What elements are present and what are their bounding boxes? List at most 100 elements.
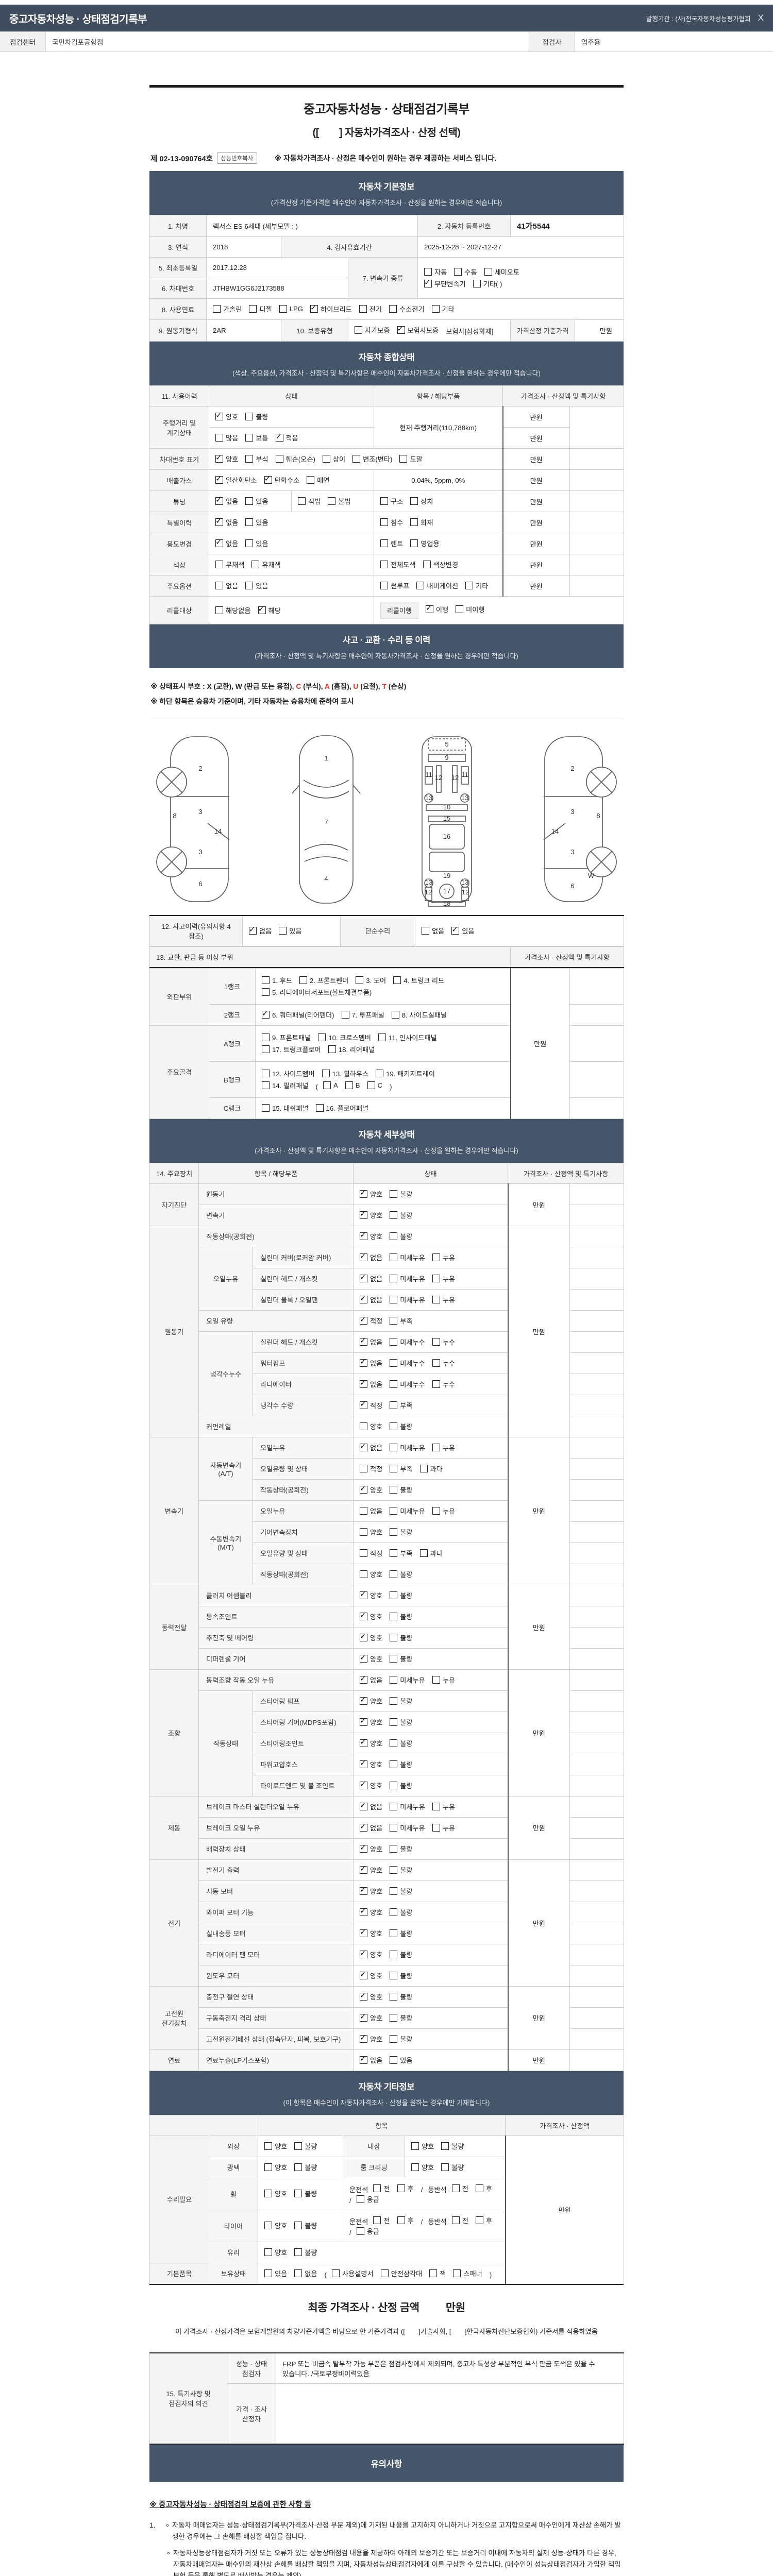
checkbox-empty-icon[interactable]: [345, 1081, 353, 1089]
checkbox-empty-icon[interactable]: [215, 582, 223, 589]
checkbox-불량[interactable]: 불량: [390, 1633, 413, 1642]
checkbox-checked-icon[interactable]: [249, 925, 257, 935]
checkbox-불량[interactable]: 불량: [294, 2221, 317, 2230]
checkbox-불법[interactable]: 불법: [328, 496, 351, 506]
checkbox-empty-icon[interactable]: [360, 1528, 368, 1536]
checkbox-empty-icon[interactable]: [390, 1781, 398, 1789]
checkbox-empty-icon[interactable]: [356, 2195, 364, 2203]
checkbox-양호[interactable]: 양호: [360, 1695, 382, 1706]
checkbox-checked-icon[interactable]: [360, 1927, 368, 1937]
checkbox-checked-icon[interactable]: [215, 516, 223, 526]
checkbox-checked-icon[interactable]: [360, 1273, 368, 1282]
checkbox-empty-icon[interactable]: [390, 1887, 398, 1895]
checkbox-empty-icon[interactable]: [262, 1045, 270, 1053]
checkbox-empty-icon[interactable]: [245, 582, 254, 589]
checkbox-양호[interactable]: 양호: [360, 1421, 382, 1431]
checkbox-불량[interactable]: 불량: [390, 1210, 413, 1220]
checkbox-empty-icon[interactable]: [465, 582, 474, 589]
checkbox-empty-icon[interactable]: [484, 268, 492, 276]
checkbox-empty-icon[interactable]: [432, 1359, 440, 1367]
checkbox-불량[interactable]: 불량: [390, 1844, 413, 1854]
checkbox-상이[interactable]: 상이: [322, 454, 345, 464]
checkbox-checked-icon[interactable]: [215, 537, 223, 547]
checkbox-과다[interactable]: 과다: [419, 1464, 443, 1473]
checkbox-empty-icon[interactable]: [390, 1929, 398, 1937]
checkbox-empty-icon[interactable]: [251, 561, 260, 568]
checkbox-스패너[interactable]: 스패너: [453, 2268, 482, 2278]
checkbox-empty-icon[interactable]: [331, 2269, 340, 2277]
checkbox-checked-icon[interactable]: [451, 925, 460, 935]
checkbox-checked-icon[interactable]: [360, 1991, 368, 2001]
checkbox-불량[interactable]: 불량: [390, 1654, 413, 1664]
checkbox-후[interactable]: 후: [397, 2215, 414, 2225]
checkbox-미세누수[interactable]: 미세누수: [390, 1379, 425, 1389]
checkbox-empty-icon[interactable]: [215, 606, 223, 614]
checkbox-누유[interactable]: 누유: [432, 1274, 455, 1283]
checkbox-후[interactable]: 후: [475, 2215, 492, 2225]
checkbox-empty-icon[interactable]: [380, 2269, 389, 2277]
checkbox-empty-icon[interactable]: [318, 1033, 326, 1041]
checkbox-전[interactable]: 전: [451, 2183, 468, 2193]
checkbox-미세누유[interactable]: 미세누유: [390, 1274, 425, 1283]
checkbox-양호[interactable]: 양호: [360, 1864, 382, 1875]
checkbox-과다[interactable]: 과다: [419, 1548, 443, 1558]
checkbox-도말[interactable]: 도말: [399, 454, 423, 464]
checkbox-checked-icon[interactable]: [360, 1864, 368, 1874]
checkbox-양호[interactable]: 양호: [411, 2141, 434, 2151]
checkbox-미이행[interactable]: 미이행: [456, 604, 485, 614]
checkbox-불량[interactable]: 불량: [390, 2034, 413, 2044]
checkbox-empty-icon[interactable]: [410, 518, 418, 526]
checkbox-empty-icon[interactable]: [279, 305, 287, 313]
checkbox-B[interactable]: B: [345, 1081, 360, 1089]
checkbox-양호[interactable]: 양호: [360, 1716, 382, 1727]
checkbox-12. 사이드멤버[interactable]: 12. 사이드멤버: [262, 1069, 315, 1078]
checkbox-있음[interactable]: 있음: [451, 925, 475, 936]
checkbox-empty-icon[interactable]: [355, 326, 362, 334]
checkbox-전[interactable]: 전: [451, 2215, 468, 2225]
checkbox-empty-icon[interactable]: [456, 605, 464, 613]
checkbox-없음[interactable]: 없음: [215, 537, 238, 548]
checkbox-checked-icon[interactable]: [360, 1801, 368, 1810]
checkbox-empty-icon[interactable]: [390, 1633, 398, 1641]
checkbox-부족[interactable]: 부족: [390, 1400, 413, 1410]
checkbox-미세누유[interactable]: 미세누유: [390, 1823, 425, 1833]
checkbox-checked-icon[interactable]: [360, 1484, 368, 1494]
checkbox-누유[interactable]: 누유: [432, 1252, 455, 1262]
checkbox-empty-icon[interactable]: [429, 2269, 438, 2277]
checkbox-수소전기[interactable]: 수소전기: [389, 304, 425, 314]
checkbox-해당[interactable]: 해당: [258, 604, 281, 615]
checkbox-양호[interactable]: 양호: [264, 2189, 287, 2198]
checkbox-empty-icon[interactable]: [423, 561, 431, 568]
checkbox-영업용[interactable]: 영업용: [410, 538, 440, 548]
checkbox-checked-icon[interactable]: [360, 1251, 368, 1261]
checkbox-후[interactable]: 후: [397, 2183, 414, 2193]
checkbox-양호[interactable]: 양호: [215, 453, 238, 464]
checkbox-empty-icon[interactable]: [432, 1506, 440, 1515]
checkbox-empty-icon[interactable]: [390, 1760, 398, 1768]
checkbox-empty-icon[interactable]: [380, 518, 389, 526]
checkbox-없음[interactable]: 없음: [360, 1674, 382, 1685]
checkbox-empty-icon[interactable]: [367, 1081, 375, 1089]
checkbox-empty-icon[interactable]: [390, 1697, 398, 1705]
checkbox-자동[interactable]: 자동: [424, 267, 447, 277]
checkbox-empty-icon[interactable]: [245, 455, 254, 463]
checkbox-empty-icon[interactable]: [390, 1211, 398, 1219]
checkbox-양호[interactable]: 양호: [360, 1484, 382, 1495]
checkbox-empty-icon[interactable]: [390, 1190, 398, 1198]
checkbox-empty-icon[interactable]: [390, 1380, 398, 1388]
checkbox-양호[interactable]: 양호: [264, 2221, 287, 2230]
checkbox-empty-icon[interactable]: [390, 1422, 398, 1430]
checkbox-empty-icon[interactable]: [432, 1274, 440, 1282]
checkbox-empty-icon[interactable]: [264, 2190, 272, 2198]
checkbox-14. 필러패널[interactable]: 14. 필러패널: [262, 1080, 309, 1090]
checkbox-불량[interactable]: 불량: [390, 1781, 413, 1790]
checkbox-checked-icon[interactable]: [360, 1843, 368, 1853]
checkbox-empty-icon[interactable]: [356, 2227, 364, 2235]
checkbox-empty-icon[interactable]: [390, 1506, 398, 1515]
checkbox-empty-icon[interactable]: [411, 2142, 419, 2150]
checkbox-empty-icon[interactable]: [390, 1992, 398, 2001]
checkbox-양호[interactable]: 양호: [360, 1653, 382, 1664]
checkbox-누유[interactable]: 누유: [432, 1443, 455, 1452]
checkbox-checked-icon[interactable]: [360, 1357, 368, 1367]
checkbox-없음[interactable]: 없음: [294, 2268, 317, 2278]
